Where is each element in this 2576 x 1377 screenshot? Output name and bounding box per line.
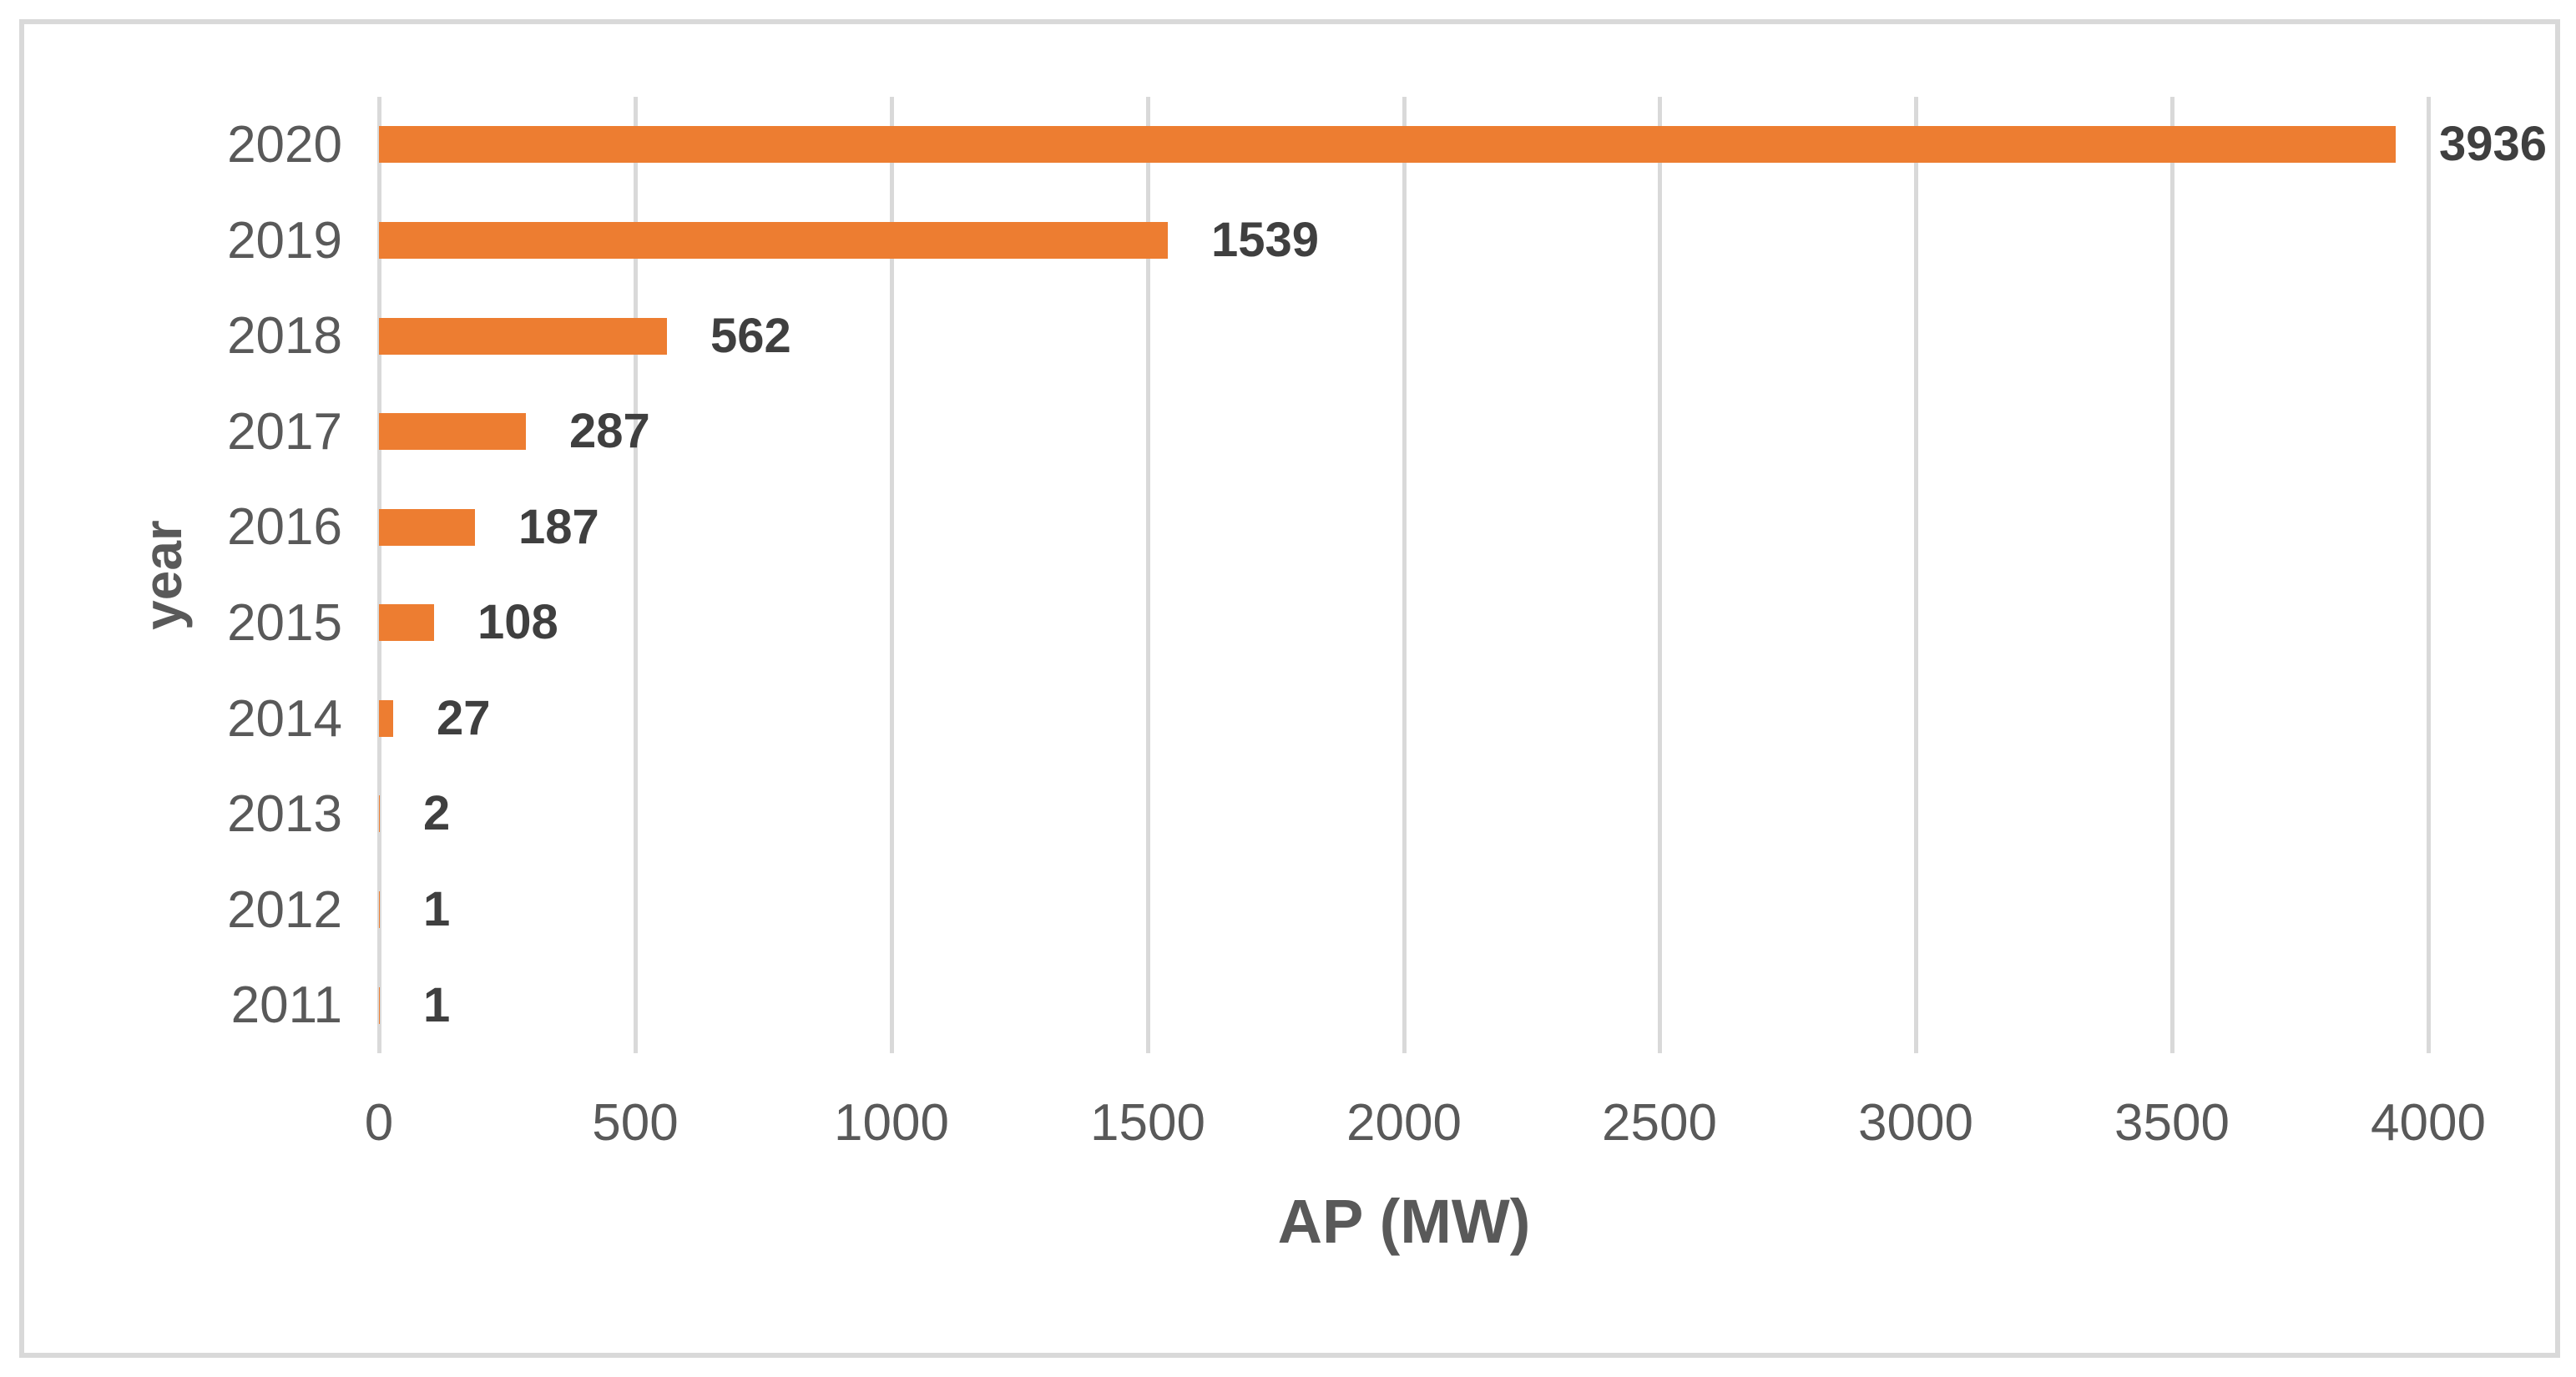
bar-2011 xyxy=(379,987,380,1024)
bar-2018 xyxy=(379,318,667,355)
gridline-x-3000 xyxy=(1914,97,1918,1053)
x-axis-title: AP (MW) xyxy=(1277,1187,1531,1256)
x-tick-label: 0 xyxy=(364,1094,394,1152)
y-tick-label-2013: 2013 xyxy=(227,785,342,843)
data-label-2015: 108 xyxy=(477,595,558,649)
data-label-2017: 287 xyxy=(569,404,650,458)
x-tick-label: 2500 xyxy=(1602,1094,1717,1152)
y-tick-label-2012: 2012 xyxy=(227,881,342,939)
y-tick-label-2015: 2015 xyxy=(227,594,342,652)
bar-2012 xyxy=(379,891,380,928)
y-tick-label-2014: 2014 xyxy=(227,690,342,748)
data-label-2011: 1 xyxy=(423,978,451,1032)
bar-2014 xyxy=(379,700,393,737)
bar-2016 xyxy=(379,509,475,546)
data-label-2019: 1539 xyxy=(1211,213,1320,267)
data-label-2016: 187 xyxy=(518,500,599,554)
bar-2020 xyxy=(379,126,2396,163)
x-tick-label: 2000 xyxy=(1346,1094,1462,1152)
y-tick-label-2019: 2019 xyxy=(227,212,342,270)
gridline-x-500 xyxy=(634,97,638,1053)
y-tick-label-2011: 2011 xyxy=(230,976,342,1034)
gridline-x-0 xyxy=(377,97,381,1053)
gridline-x-1000 xyxy=(890,97,894,1053)
data-label-2013: 2 xyxy=(423,786,451,840)
y-axis-labels: 2020 2019 2018 2017 2016 2015 2014 2013 2012 2011 xyxy=(0,97,342,1053)
y-tick-label-2017: 2017 xyxy=(227,403,342,461)
y-tick-label-2018: 2018 xyxy=(227,307,342,365)
gridline-x-2500 xyxy=(1658,97,1662,1053)
gridline-x-4000 xyxy=(2427,97,2431,1053)
plot-area: 3936 1539 562 287 187 108 27 2 1 1 xyxy=(377,97,2547,1053)
bar-2017 xyxy=(379,413,527,450)
gridline-x-1500 xyxy=(1146,97,1150,1053)
x-tick-label: 500 xyxy=(592,1094,679,1152)
bar-2013 xyxy=(379,795,381,832)
y-tick-label-2016: 2016 xyxy=(227,498,342,556)
x-tick-label: 3000 xyxy=(1858,1094,1973,1152)
bar-2019 xyxy=(379,222,1168,259)
gridline-x-3500 xyxy=(2170,97,2174,1053)
bar-2015 xyxy=(379,604,435,641)
x-tick-label: 1000 xyxy=(834,1094,949,1152)
y-tick-label-2020: 2020 xyxy=(227,116,342,174)
gridline-x-2000 xyxy=(1402,97,1407,1053)
data-label-2018: 562 xyxy=(710,309,791,363)
data-label-2014: 27 xyxy=(437,691,491,745)
x-tick-label: 4000 xyxy=(2371,1094,2486,1152)
x-tick-label: 3500 xyxy=(2114,1094,2230,1152)
data-label-2012: 1 xyxy=(423,882,451,936)
data-label-2020: 3936 xyxy=(2439,117,2548,171)
x-tick-label: 1500 xyxy=(1090,1094,1205,1152)
